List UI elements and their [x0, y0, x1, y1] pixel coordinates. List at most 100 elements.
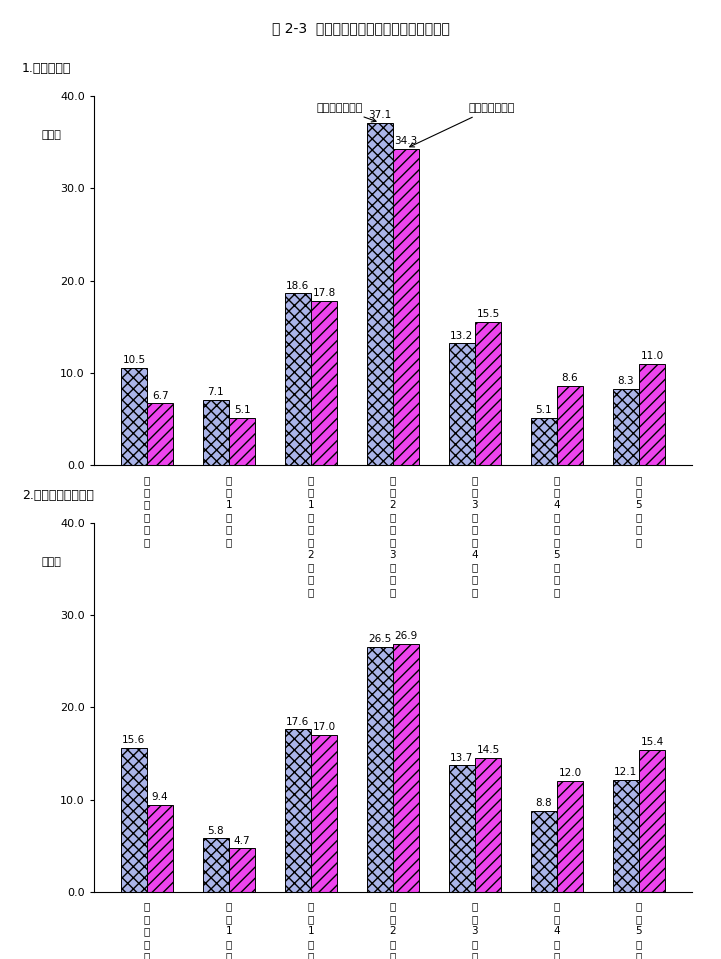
- Bar: [531, 810, 557, 892]
- Text: 現: 現: [144, 939, 150, 948]
- Text: 18.6: 18.6: [286, 281, 309, 291]
- Text: 以: 以: [472, 951, 478, 959]
- Text: 満: 満: [308, 587, 314, 596]
- Text: 実: 実: [144, 500, 150, 509]
- Text: 5: 5: [636, 926, 642, 936]
- Y-axis label: （％）: （％）: [42, 557, 62, 567]
- Bar: [203, 400, 229, 465]
- Text: 未: 未: [472, 574, 478, 584]
- Text: み: み: [144, 537, 150, 547]
- Text: 満: 満: [226, 537, 232, 547]
- Text: 図 2-3  財務体質改善に要する期間の見通し: 図 2-3 財務体質改善に要する期間の見通し: [272, 21, 449, 35]
- Text: 年: 年: [226, 939, 232, 948]
- Text: 今: 今: [636, 901, 642, 911]
- Text: 上: 上: [390, 537, 396, 547]
- Text: 未: 未: [308, 574, 314, 584]
- Text: 6.7: 6.7: [152, 390, 169, 401]
- Text: 満: 満: [554, 587, 560, 596]
- Text: 未: 未: [226, 525, 232, 534]
- Text: 8.8: 8.8: [536, 798, 552, 807]
- Text: 2: 2: [308, 550, 314, 559]
- Text: 今: 今: [472, 475, 478, 484]
- Text: 今: 今: [226, 475, 232, 484]
- Text: 17.0: 17.0: [312, 722, 336, 732]
- Text: 2: 2: [389, 500, 397, 509]
- Text: 年: 年: [554, 939, 560, 948]
- Bar: [613, 388, 639, 465]
- Text: 5: 5: [554, 550, 560, 559]
- Text: 今: 今: [390, 901, 396, 911]
- Text: 以: 以: [636, 951, 642, 959]
- Text: 後: 後: [472, 487, 478, 497]
- Text: 年: 年: [554, 512, 560, 522]
- Text: 後: 後: [472, 914, 478, 924]
- Text: 3: 3: [472, 926, 478, 936]
- Bar: [203, 838, 229, 892]
- Text: 11.0: 11.0: [640, 351, 663, 361]
- Text: 37.1: 37.1: [368, 110, 392, 120]
- Text: 済: 済: [144, 951, 150, 959]
- Text: 後: 後: [554, 914, 560, 924]
- Text: 26.5: 26.5: [368, 635, 392, 644]
- Text: 34.3: 34.3: [394, 136, 417, 146]
- Text: 満: 満: [390, 587, 396, 596]
- Text: 以: 以: [390, 951, 396, 959]
- Text: 年: 年: [636, 939, 642, 948]
- Bar: [475, 322, 501, 465]
- Bar: [557, 781, 583, 892]
- Text: に: に: [144, 914, 150, 924]
- Text: 年: 年: [390, 512, 396, 522]
- Text: 1.損益計算面: 1.損益計算面: [22, 62, 71, 76]
- Text: に: に: [144, 487, 150, 497]
- Text: 上: 上: [636, 537, 642, 547]
- Text: 15.5: 15.5: [477, 309, 500, 319]
- Text: 1: 1: [308, 926, 314, 936]
- Text: 17.6: 17.6: [286, 716, 309, 727]
- Text: 年: 年: [472, 512, 478, 522]
- Bar: [229, 849, 255, 892]
- Text: 後: 後: [636, 487, 642, 497]
- Text: 年: 年: [554, 562, 560, 572]
- Text: 13.7: 13.7: [450, 753, 474, 762]
- Text: 5.8: 5.8: [208, 826, 224, 835]
- Text: 今: 今: [308, 901, 314, 911]
- Text: 5: 5: [636, 500, 642, 509]
- Bar: [229, 418, 255, 465]
- Text: 4: 4: [554, 926, 560, 936]
- Text: 15.4: 15.4: [640, 737, 663, 747]
- Text: 7.1: 7.1: [208, 386, 224, 397]
- Text: 8.6: 8.6: [562, 373, 578, 383]
- Bar: [475, 758, 501, 892]
- Text: 以: 以: [308, 951, 314, 959]
- Y-axis label: （％）: （％）: [42, 130, 62, 140]
- Bar: [448, 343, 475, 465]
- Text: 年: 年: [390, 939, 396, 948]
- Text: 上: 上: [554, 537, 560, 547]
- Text: 年: 年: [390, 562, 396, 572]
- Bar: [448, 765, 475, 892]
- Text: 後: 後: [390, 487, 396, 497]
- Text: 連結決算ベース: 連結決算ベース: [410, 104, 515, 147]
- Text: 以: 以: [636, 525, 642, 534]
- Text: 後: 後: [308, 487, 314, 497]
- Text: 1: 1: [308, 500, 314, 509]
- Text: 年: 年: [308, 562, 314, 572]
- Bar: [557, 386, 583, 465]
- Text: 以: 以: [308, 525, 314, 534]
- Text: 以: 以: [554, 525, 560, 534]
- Text: 未: 未: [390, 574, 396, 584]
- Text: 4: 4: [554, 500, 560, 509]
- Text: 未: 未: [226, 951, 232, 959]
- Text: 年: 年: [226, 512, 232, 522]
- Bar: [531, 418, 557, 465]
- Text: 満: 満: [472, 587, 478, 596]
- Text: 現: 現: [144, 512, 150, 522]
- Text: 単独決算ベース: 単独決算ベース: [317, 104, 376, 122]
- Text: 3: 3: [472, 500, 478, 509]
- Text: 1: 1: [226, 500, 232, 509]
- Text: 後: 後: [226, 914, 232, 924]
- Text: 今: 今: [554, 901, 560, 911]
- Text: 以: 以: [390, 525, 396, 534]
- Bar: [147, 404, 173, 465]
- Bar: [393, 643, 419, 892]
